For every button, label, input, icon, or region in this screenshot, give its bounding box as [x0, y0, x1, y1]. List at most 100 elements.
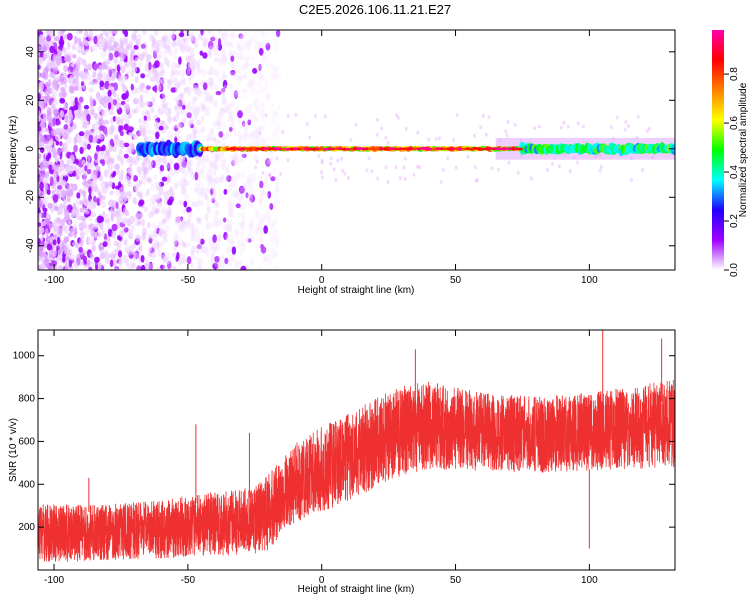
spectrogram-cell [78, 246, 83, 253]
spectrogram-cell [170, 190, 175, 197]
spectrogram-cell [599, 164, 603, 169]
spectrogram-cell [221, 69, 227, 77]
spectrogram-cell [52, 117, 56, 126]
spectrogram-cell [64, 225, 69, 234]
spectrogram-cell [136, 166, 142, 172]
spectrogram-cell [187, 34, 194, 41]
spectrogram-cell [99, 155, 104, 161]
spectrogram-cell [214, 139, 220, 144]
spectrogram-cell [151, 251, 157, 258]
spectrogram-cell [457, 147, 463, 151]
spectrogram-cell [159, 93, 166, 99]
spectrogram-cell [172, 246, 177, 251]
spectrogram-cell [137, 219, 142, 226]
spectrogram-cell [225, 246, 230, 255]
spectrogram-cell [213, 210, 219, 219]
spectrogram-cell [119, 130, 124, 137]
spectrogram-cell [61, 91, 67, 98]
spectrogram-cell [245, 176, 251, 185]
spectrogram-cell [84, 30, 89, 37]
spectrogram-cell [226, 165, 231, 174]
spectrogram-cell [255, 153, 260, 161]
spectrogram-cell [63, 144, 68, 153]
spectrogram-cell [101, 61, 108, 70]
spectrogram-cell [56, 48, 62, 58]
spectrogram-cell [183, 37, 189, 47]
spectrogram-cell [376, 176, 380, 181]
spectrogram-cell [252, 67, 258, 74]
spectrogram-cell [253, 35, 259, 44]
spectrogram-cell [386, 147, 392, 151]
spectrogram-cell [185, 86, 189, 91]
spectrogram-cell [264, 113, 268, 118]
spectrogram-cell [99, 159, 105, 165]
spectrogram-cell [186, 160, 191, 167]
spectrogram-cell [215, 243, 221, 251]
spectrogram-cell [208, 168, 213, 174]
spectrogram-cell [91, 179, 97, 187]
spectrogram-cell [190, 232, 196, 239]
spectrogram-cell [243, 94, 248, 99]
spectrogram-cell [168, 158, 174, 165]
spectrogram-cell [86, 260, 90, 268]
spectrogram-cell [247, 111, 253, 120]
spectrogram-cell [412, 172, 416, 177]
spectrogram-cell [237, 259, 242, 265]
spectrogram-cell [465, 147, 471, 151]
spectrogram-cell [224, 32, 230, 37]
spectrogram-cell [55, 217, 60, 223]
spectrogram-cell [40, 103, 44, 111]
spectrogram-cell [269, 231, 275, 239]
spectrogram-cell [221, 88, 226, 93]
spectrogram-cell [237, 239, 241, 248]
spectrogram-cell [260, 32, 267, 38]
spectrogram-cell [446, 156, 450, 161]
spectrogram-cell [346, 175, 350, 180]
spectrogram-cell [153, 60, 160, 68]
spectrogram-cell [495, 147, 501, 151]
spectrogram-cell [266, 147, 272, 151]
spectrogram-cell [251, 154, 258, 162]
spectrogram-cell [186, 112, 192, 119]
spectrogram-cell [174, 82, 181, 89]
spectrogram-cell [192, 114, 199, 122]
spectrogram-cell [202, 82, 208, 91]
spectrogram-cell [274, 239, 281, 247]
spectrogram-cell [233, 228, 240, 235]
spectrogram-cell [152, 114, 159, 120]
spectrogram-cell [100, 201, 107, 209]
spectrogram-cell [269, 64, 275, 70]
spectrogram-cell [538, 124, 541, 129]
spectrogram-cell [190, 237, 197, 242]
spectrogram-cell [90, 80, 96, 86]
spectrogram-cell [237, 212, 243, 218]
spectrogram-cell [238, 185, 245, 194]
spectrogram-cell [228, 126, 233, 132]
spectrogram-cell [179, 240, 185, 246]
spectrogram-cell [67, 127, 73, 133]
spectrogram-cell [259, 134, 264, 141]
spectrogram-cell [69, 85, 75, 94]
spectrogram-cell [162, 50, 166, 57]
spectrogram-cell [104, 119, 110, 125]
spectrogram-cell [221, 253, 225, 260]
spectrogram-cell [259, 180, 264, 189]
spectrogram-cell [360, 147, 366, 151]
spectrogram-cell [117, 43, 123, 50]
spectrogram-cell [200, 244, 204, 252]
spectrogram-cell [245, 181, 251, 188]
spectrogram-cell [506, 147, 512, 151]
spectrogram-cell [241, 242, 246, 250]
spectrogram-cell [189, 61, 195, 69]
spectrogram-cells [38, 30, 675, 270]
spectrogram-cell [450, 147, 456, 151]
spectrogram-cell [234, 151, 239, 159]
spectrogram-cell [48, 164, 53, 171]
spectrogram-cell [177, 93, 183, 102]
snr-frame [37, 329, 676, 571]
spectrogram-cell [106, 240, 112, 249]
spectrogram-cell [46, 94, 51, 102]
spectrogram-cell [397, 147, 403, 151]
spectrogram-cell [278, 147, 283, 151]
